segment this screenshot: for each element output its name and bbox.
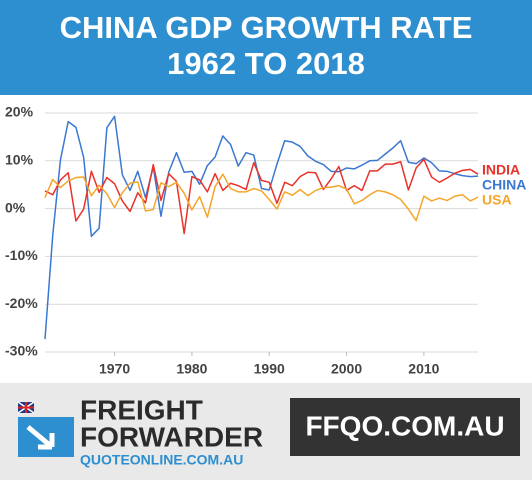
legend-label: INDIA [482, 162, 520, 178]
y-tick-label: -10% [5, 247, 38, 263]
series-line [44, 115, 479, 340]
y-tick-label: 10% [5, 152, 34, 168]
chart-title: 1962 TO 2018 [167, 46, 365, 81]
x-tick-label: 2000 [331, 361, 362, 377]
y-tick-label: 20% [5, 104, 34, 120]
site-box [290, 398, 520, 456]
legend-label: USA [482, 192, 512, 208]
logo-mark [18, 417, 74, 457]
y-tick-label: -20% [5, 295, 38, 311]
brand-url: QUOTEONLINE.COM.AU [80, 452, 243, 468]
plot: -30% -20% -10% 0% 10% 20% 1970 1980 1990 2000 2010… [5, 104, 526, 377]
title-banner [0, 0, 532, 95]
legend-label: CHINA [482, 177, 526, 193]
series-line [44, 173, 479, 222]
x-tick-label: 1970 [99, 361, 130, 377]
flag-icon [17, 401, 35, 414]
x-tick-label: 2010 [408, 361, 439, 377]
y-tick-label: 0% [5, 199, 26, 215]
x-tick-label: 1990 [254, 361, 285, 377]
brand-text: FREIGHT [80, 394, 203, 425]
site-text: FFQO.COM.AU [305, 410, 504, 441]
y-tick-label: -30% [5, 343, 38, 359]
chart-title: CHINA GDP GROWTH RATE [60, 10, 473, 45]
x-tick-label: 1980 [176, 361, 207, 377]
series-line [44, 158, 479, 235]
brand-text: FORWARDER [80, 421, 263, 452]
